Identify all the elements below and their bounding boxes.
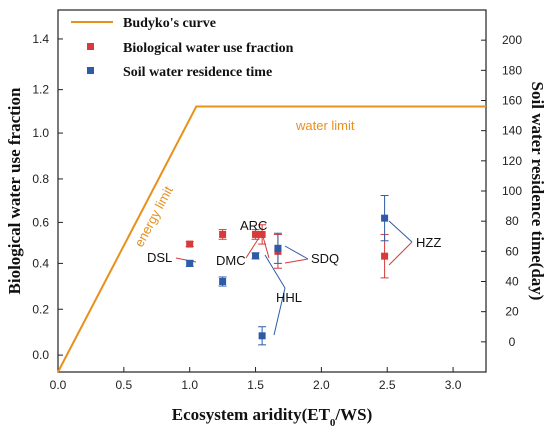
right-tick-label: 120: [502, 154, 522, 168]
left-tick-label: 1.0: [32, 126, 49, 140]
biological-point: [258, 224, 267, 245]
soil-point: [273, 232, 282, 264]
site-label-hhl: HHL: [276, 290, 302, 305]
soil-marker: [274, 244, 282, 252]
hhl-leader-1: [264, 254, 286, 289]
budyko-curve: [57, 105, 486, 373]
right-axis-ticks: 0 20 40 60 80 100 120 140 160 180 200: [481, 33, 522, 349]
soil-point: [251, 252, 260, 260]
right-tick-label: 40: [505, 275, 519, 289]
soil-point: [258, 326, 267, 346]
site-label-arc: ARC: [240, 218, 267, 233]
soil-marker: [219, 278, 227, 285]
left-tick-label: 0.6: [32, 215, 49, 229]
left-tick-label: 1.2: [32, 83, 49, 97]
x-tick-label: 0.0: [50, 378, 67, 392]
x-tick-label: 1.5: [247, 378, 264, 392]
soil-marker: [258, 332, 266, 340]
biological-point: [185, 240, 194, 248]
biological-marker: [381, 252, 389, 260]
soil-marker: [381, 214, 389, 222]
soil-series: [185, 195, 389, 346]
biological-marker: [252, 230, 260, 238]
legend-label-biological: Biological water use fraction: [123, 41, 294, 56]
left-axis-title: Biological water use fraction: [5, 87, 24, 295]
soil-marker: [186, 259, 194, 267]
left-tick-label: 0.8: [32, 172, 49, 186]
biological-point: [251, 229, 260, 240]
x-tick-label: 2.5: [379, 378, 396, 392]
right-tick-label: 100: [502, 184, 522, 198]
soil-point: [380, 195, 389, 242]
water-limit-label: water limit: [295, 118, 355, 133]
x-tick-label: 2.0: [313, 378, 330, 392]
sdq-leader-1: [284, 245, 309, 260]
left-tick-label: 0.0: [32, 348, 49, 362]
right-tick-label: 160: [502, 94, 522, 108]
x-tick-label: 1.0: [181, 378, 198, 392]
right-tick-label: 140: [502, 124, 522, 138]
right-tick-label: 80: [505, 214, 519, 228]
legend-swatch-soil: [87, 67, 94, 74]
legend-label-budyko: Budyko's curve: [123, 16, 216, 31]
right-tick-label: 180: [502, 63, 522, 77]
site-label-sdq: SDQ: [311, 251, 339, 266]
site-label-dmc: DMC: [216, 253, 246, 268]
x-axis-ticks: 0.0 0.5 1.0 1.5 2.0 2.5 3.0: [50, 367, 462, 392]
site-label-hzz: HZZ: [416, 235, 441, 250]
biological-marker: [186, 240, 194, 248]
site-label-dsl: DSL: [147, 250, 172, 265]
left-tick-label: 1.4: [32, 32, 49, 46]
sdq-leader-2: [284, 258, 309, 264]
legend: Budyko's curve Biological water use frac…: [71, 16, 294, 80]
soil-marker: [252, 252, 260, 260]
left-tick-label: 0.4: [32, 256, 49, 270]
right-tick-label: 20: [505, 305, 519, 319]
left-tick-label: 0.2: [32, 302, 49, 316]
hhl-leader-2: [273, 287, 286, 336]
right-axis-title: Soil water residence time(day): [528, 82, 547, 301]
soil-point: [185, 259, 194, 267]
left-axis-ticks: 0.0 0.2 0.4 0.6 0.8 1.0 1.2 1.4: [32, 32, 63, 362]
hzz-leader-2: [388, 241, 413, 266]
right-tick-label: 0: [509, 335, 516, 349]
right-tick-label: 60: [505, 244, 519, 258]
hzz-leader-1: [388, 220, 413, 243]
biological-marker: [219, 230, 227, 238]
biological-point: [218, 229, 227, 240]
x-tick-label: 0.5: [116, 378, 133, 392]
right-tick-label: 200: [502, 33, 522, 47]
legend-label-soil: Soil water residence time: [123, 65, 272, 80]
biological-series: [185, 224, 389, 279]
soil-point: [218, 276, 227, 287]
site-leaders: [175, 220, 413, 336]
x-tick-label: 3.0: [445, 378, 462, 392]
biological-marker: [258, 230, 266, 238]
legend-swatch-biological: [87, 43, 94, 50]
x-axis-title: Ecosystem aridity(ET0/WS): [172, 405, 373, 429]
